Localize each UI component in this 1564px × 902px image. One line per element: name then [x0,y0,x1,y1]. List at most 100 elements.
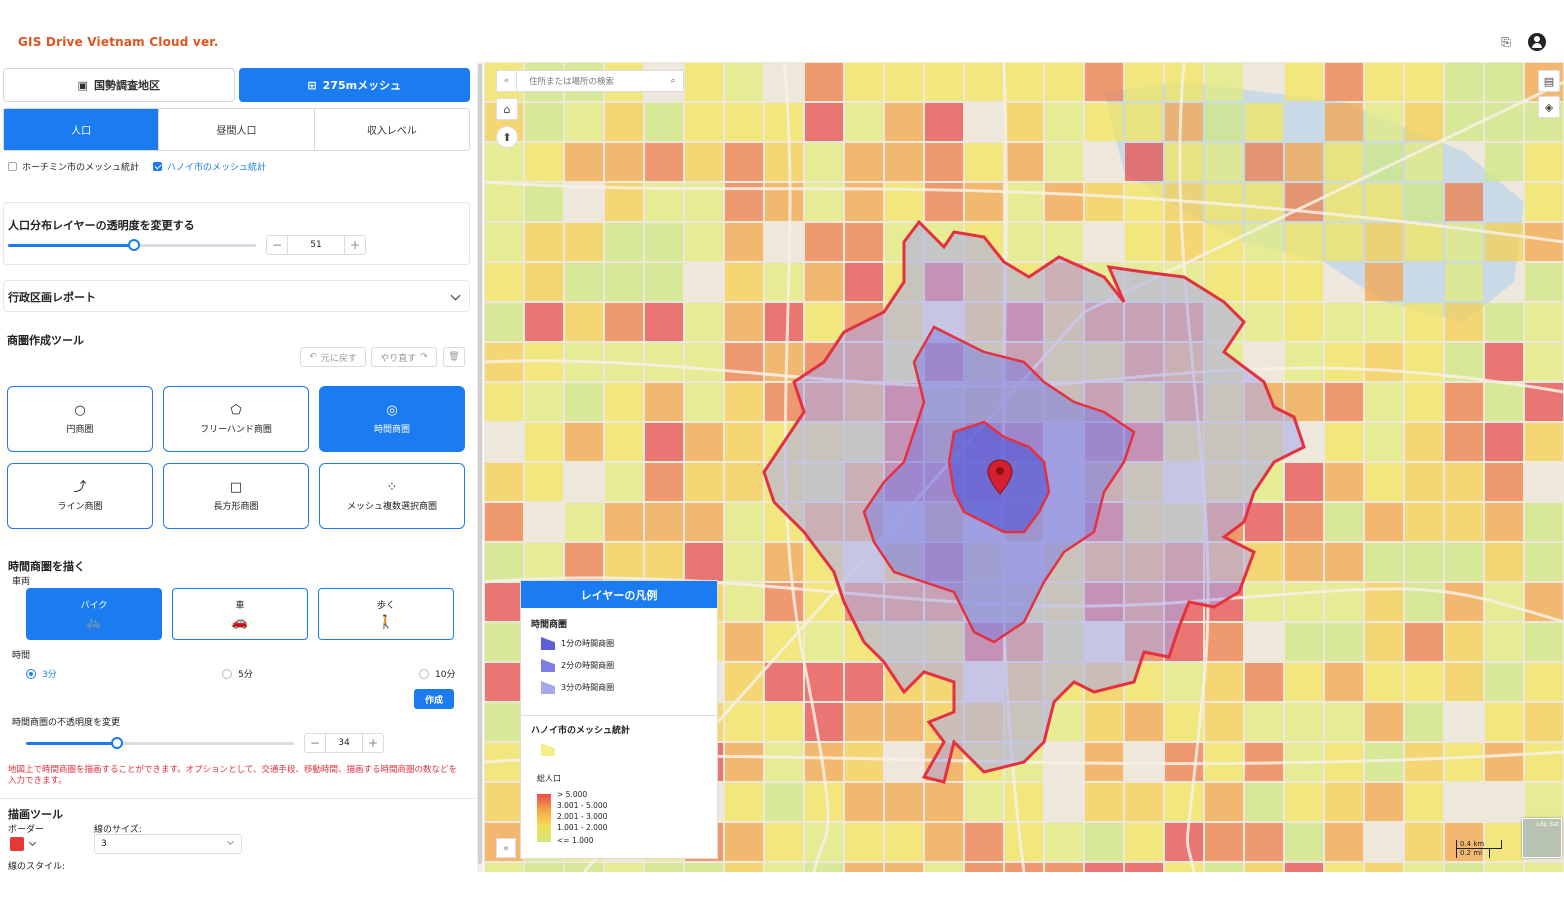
mesh-cell[interactable] [1005,63,1043,101]
mesh-cell[interactable] [845,823,883,861]
mesh-cell[interactable] [885,143,923,181]
mesh-cell[interactable] [1085,703,1123,741]
mesh-cell[interactable] [1365,423,1403,461]
mesh-cell[interactable] [1525,143,1563,181]
mesh-cell[interactable] [845,103,883,141]
mesh-cell[interactable] [765,783,803,821]
mesh-cell[interactable] [845,143,883,181]
sidebar-scrollbar-thumb[interactable] [478,64,482,864]
mesh-cell[interactable] [1245,703,1283,741]
mesh-cell[interactable] [1285,663,1323,701]
increment-button[interactable]: + [349,238,361,252]
home-icon[interactable]: ⌂ [496,98,518,120]
mesh-cell[interactable] [1045,183,1083,221]
radio-dot[interactable] [222,668,232,679]
mesh-cell[interactable] [1085,783,1123,821]
mesh-cell[interactable] [1365,783,1403,821]
mesh-cell[interactable] [1045,63,1083,101]
mesh-cell[interactable] [1045,223,1083,261]
mesh-cell[interactable] [685,223,723,261]
mesh-cell[interactable] [1445,183,1483,221]
mesh-cell[interactable] [605,863,643,872]
mesh-cell[interactable] [885,783,923,821]
mesh-cell[interactable] [645,423,683,461]
mesh-cell[interactable] [725,63,763,101]
mesh-cell[interactable] [1485,863,1523,872]
mesh-cell[interactable] [525,863,563,872]
mesh-cell[interactable] [725,383,763,421]
mesh-cell[interactable] [1365,63,1403,101]
mesh-cell[interactable] [645,503,683,541]
mesh-cell[interactable] [725,623,763,661]
line-size-select[interactable]: 3 [94,834,242,854]
vehicle-bike-button[interactable]: バイク 🚲 [26,588,162,640]
mesh-cell[interactable] [1085,183,1123,221]
vehicle-walk-button[interactable]: 歩く 🚶 [318,588,454,640]
mesh-cell[interactable] [485,663,523,701]
mesh-cell[interactable] [1165,863,1203,872]
create-button[interactable]: 作成 [414,689,454,709]
mesh-cell[interactable] [1405,663,1443,701]
mesh-cell[interactable] [1365,543,1403,581]
mesh-cell[interactable] [1285,623,1323,661]
mesh-cell[interactable] [1365,183,1403,221]
search-icon[interactable]: ⌕ [670,76,676,86]
mesh-cell[interactable] [1405,743,1443,781]
mesh-cell[interactable] [485,623,523,661]
mesh-cell[interactable] [1245,663,1283,701]
mesh-cell[interactable] [1525,623,1563,661]
mesh-cell[interactable] [805,143,843,181]
search-input[interactable]: 住所または場所の検索 [529,77,615,87]
mesh-cell[interactable] [1285,183,1323,221]
mesh-cell[interactable] [1485,223,1523,261]
mesh-cell[interactable] [1125,783,1163,821]
mesh-cell[interactable] [1365,863,1403,872]
mesh-cell[interactable] [845,63,883,101]
mesh-cell[interactable] [645,143,683,181]
opacity-slider[interactable] [8,239,256,251]
mesh-cell[interactable] [1365,303,1403,341]
mesh-cell[interactable] [725,703,763,741]
mesh-cell[interactable] [1125,863,1163,872]
mesh-cell[interactable] [565,543,603,581]
mesh-cell[interactable] [1325,783,1363,821]
mesh-cell[interactable] [1245,143,1283,181]
mesh-cell[interactable] [965,863,1003,872]
mesh-cell[interactable] [1405,383,1443,421]
mesh-cell[interactable] [1325,623,1363,661]
mesh-cell[interactable] [605,423,643,461]
mesh-cell[interactable] [1485,143,1523,181]
mesh-cell[interactable] [565,303,603,341]
radio-dot[interactable] [419,668,429,679]
mesh-cell[interactable] [565,503,603,541]
mesh-cell[interactable] [1125,183,1163,221]
mesh-cell[interactable] [525,303,563,341]
mesh-cell[interactable] [1245,223,1283,261]
mesh-cell[interactable] [645,463,683,501]
checkbox[interactable] [8,162,17,171]
mesh-cell[interactable] [765,103,803,141]
mesh-cell[interactable] [765,703,803,741]
mesh-cell[interactable] [765,543,803,581]
mesh-cell[interactable] [1445,503,1483,541]
time-radio-10[interactable]: 10分 [419,667,455,680]
mesh-cell[interactable] [1325,143,1363,181]
mesh-cell[interactable] [805,103,843,141]
mesh-cell[interactable] [1405,423,1443,461]
mesh-cell[interactable] [1525,663,1563,701]
mesh-cell[interactable] [1485,63,1523,101]
mesh-cell[interactable] [845,663,883,701]
mesh-cell[interactable] [725,783,763,821]
mesh-cell[interactable] [685,143,723,181]
mesh-cell[interactable] [925,143,963,181]
mesh-cell[interactable] [1485,743,1523,781]
mesh-cell[interactable] [1445,583,1483,621]
mesh-cell[interactable] [1285,263,1323,301]
mesh-cell[interactable] [1365,223,1403,261]
mesh-cell[interactable] [1245,823,1283,861]
mesh-cell[interactable] [1285,583,1323,621]
mesh-cell[interactable] [645,103,683,141]
mesh-cell[interactable] [1325,223,1363,261]
mesh-cell[interactable] [1365,383,1403,421]
basemap-icon[interactable]: ▤ [1538,70,1560,92]
